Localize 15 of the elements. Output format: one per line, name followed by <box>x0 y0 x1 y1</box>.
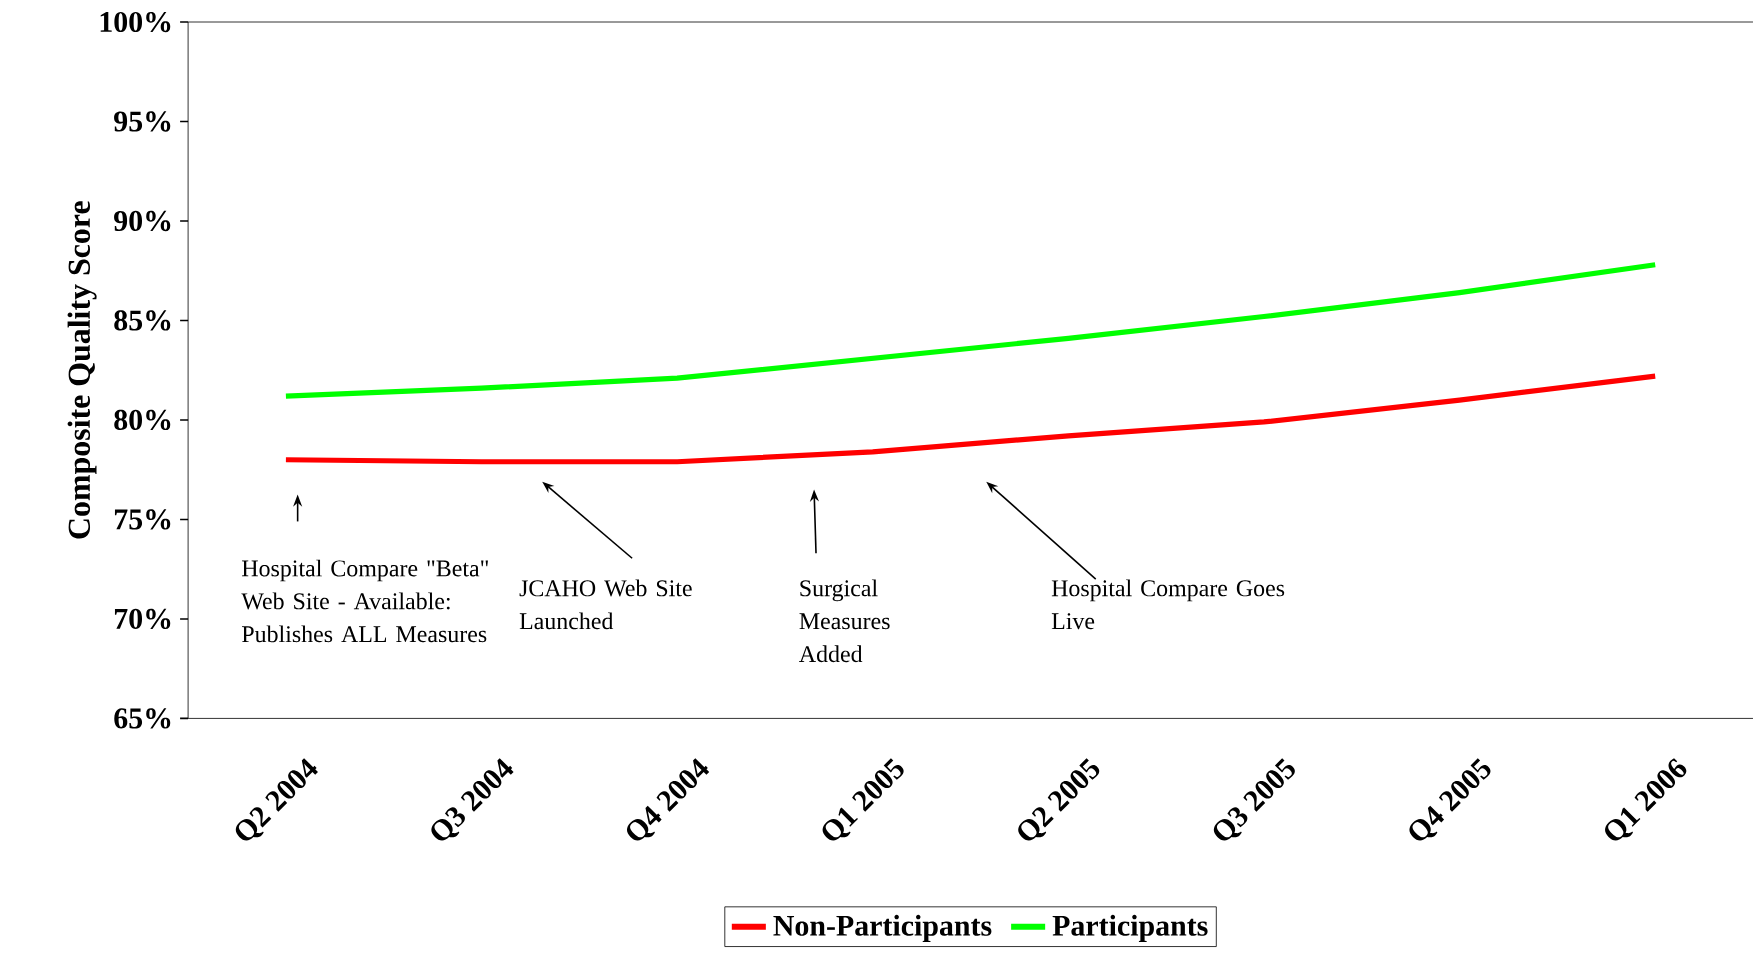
y-tick-label: 85% <box>114 310 171 331</box>
y-tick-label: 95% <box>114 111 171 132</box>
legend-label: Participants <box>1052 915 1208 943</box>
y-tick-label: 65% <box>114 708 171 729</box>
annotation: Hospital Compare "Beta" Web Site - Available: Publishes ALL Measures <box>241 559 488 643</box>
y-tick-label: 90% <box>114 211 171 232</box>
annotation: JCAHO Web Site Launched <box>519 579 692 630</box>
legend-label: Non-Participants <box>773 915 992 943</box>
y-axis-title: Composite Quality Score <box>67 201 97 539</box>
annotation: Hospital Compare Goes Live <box>1051 579 1285 630</box>
y-tick-label: 80% <box>114 410 171 431</box>
annotation: Surgical Measures Added <box>799 579 890 663</box>
y-tick-label: 70% <box>114 609 171 630</box>
y-tick-label: 100% <box>100 12 171 33</box>
y-tick-label: 75% <box>114 509 171 530</box>
